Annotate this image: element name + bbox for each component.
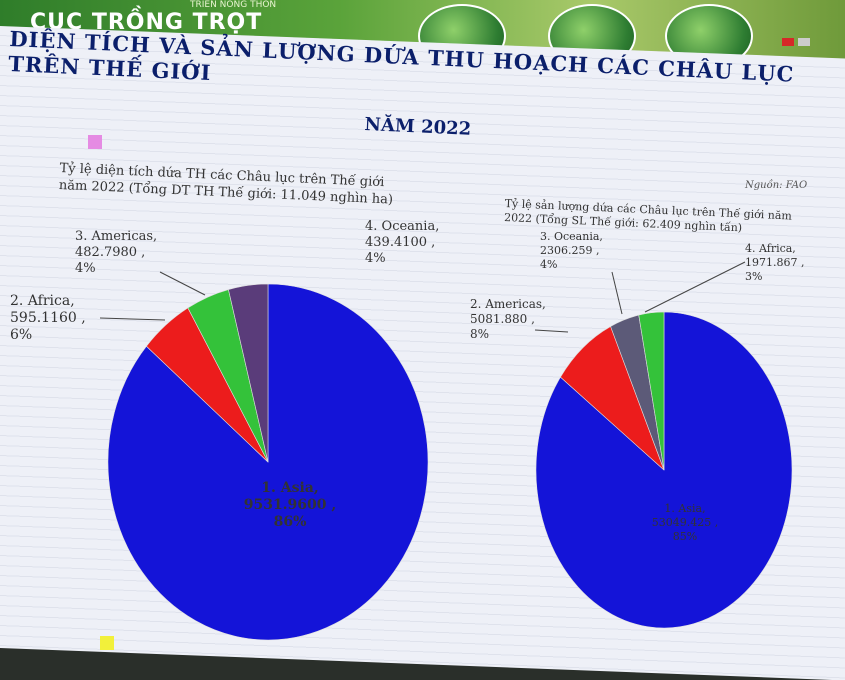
slice-label-line: 8% <box>470 327 489 341</box>
slice-label: 3. Americas, 482.7980 , 4% <box>75 229 157 276</box>
pie-chart-2: 1. Asia, 53049.425 , 85% 2. Americas, 5081.8… <box>470 230 804 629</box>
slice-label-line: 3. Americas, <box>75 229 157 244</box>
english-flag-icon <box>798 38 810 46</box>
slice-label-line: 4. Oceania, <box>365 219 439 234</box>
slice-label-line: 4% <box>365 251 386 266</box>
leader-line <box>644 261 746 313</box>
slice-label-line: 482.7980 , <box>75 245 145 260</box>
pie-slice-oceania <box>228 283 269 463</box>
slice-label: 4. Oceania, 439.4100 , 4% <box>365 219 439 266</box>
slice-label: 3. Oceania, 2306.259 , 4% <box>540 230 603 271</box>
slice-label-line: 3% <box>745 270 762 283</box>
slice-label-line: 4% <box>75 261 96 276</box>
slice-label: 2. Africa, 595.1160 , 6% <box>10 293 86 343</box>
slice-label-line: 85% <box>673 530 697 543</box>
legend-marker-yellow <box>100 636 114 650</box>
slice-label-line: 439.4100 , <box>365 235 435 250</box>
leader-line <box>611 271 623 315</box>
legend-marker-pink <box>88 135 102 149</box>
slice-label-line: 5081.880 , <box>470 312 535 326</box>
source-note: Nguồn: FAO <box>745 180 808 191</box>
slice-label-line: 86% <box>274 514 307 530</box>
pie-slice-africa <box>638 311 665 471</box>
slice-label-line: 9531.9600 , <box>244 497 337 513</box>
slice-label-line: 2306.259 , <box>540 244 599 257</box>
pie-charts: 1. Asia, 9531.9600 , 86%2. Africa, 595.1160… <box>10 219 804 641</box>
slice-label: 2. Americas, 5081.880 , 8% <box>470 297 546 341</box>
slice-label-line: 3. Oceania, <box>540 230 603 243</box>
slice-label-line: 1971.867 , <box>745 256 804 269</box>
slice-label-line: 53049.425 , <box>652 516 718 529</box>
vietnam-flag-icon <box>782 38 794 46</box>
slice-label-line: 4. Africa, <box>745 242 796 255</box>
slice-label-line: 595.1160 , <box>10 310 86 326</box>
slice-label-line: 6% <box>10 327 32 343</box>
pie-chart-1: 1. Asia, 9531.9600 , 86% 2. Africa, 595.1160… <box>10 219 439 641</box>
slice-label-line: 1. Asia, <box>261 480 319 496</box>
agency-parent: TRIỂN NÔNG THÔN <box>190 0 277 10</box>
slice-label-line: 4% <box>540 258 557 271</box>
slice-label: 1. Asia, 9531.9600 , 86% <box>244 480 337 530</box>
leader-line <box>534 329 569 333</box>
slice-label-line: 1. Asia, <box>664 502 705 515</box>
slice-label: 1. Asia, 53049.425 , 85% <box>652 502 718 543</box>
leader-line <box>99 317 166 321</box>
leader-line <box>159 271 206 296</box>
slice-label-line: 2. Africa, <box>10 293 75 309</box>
slice-label: 4. Africa, 1971.867 , 3% <box>745 242 804 283</box>
slice-label-line: 2. Americas, <box>470 297 546 311</box>
